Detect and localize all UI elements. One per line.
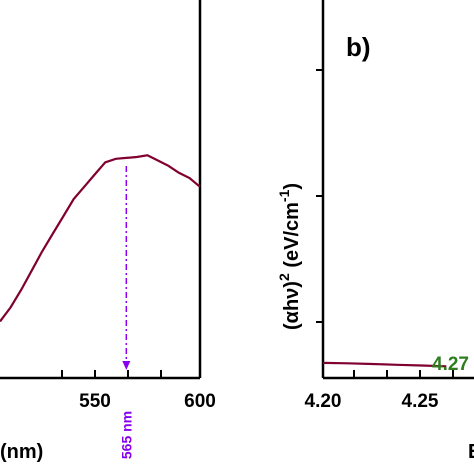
- peak-marker-arrowhead: [122, 361, 131, 370]
- panel-b-x-axis-title: E: [468, 441, 474, 463]
- ylabel-units: (eV/cm: [281, 202, 303, 273]
- panel-a-x-axis-title: (nm): [0, 441, 43, 463]
- panel-a: 550 600 (nm) 565 nm: [0, 0, 216, 463]
- ylabel-unit-exponent: -1: [276, 189, 292, 202]
- panel-a-spectrum-line: [0, 154, 201, 323]
- ylabel-base: (αhν): [281, 281, 303, 330]
- ylabel-exponent: 2: [276, 273, 292, 281]
- ylabel-close: ): [281, 183, 303, 190]
- panel-a-tick-label-600: 600: [184, 391, 216, 412]
- panel-label-b: b): [346, 32, 371, 62]
- panel-b-tick-label-4-25: 4.25: [402, 391, 439, 412]
- panel-b: 4.20 4.25 E b) (αhν)2 (eV/cm-1) 4.27: [276, 0, 474, 463]
- panel-b-plot-area: [322, 361, 447, 368]
- panel-b-tick-label-4-20: 4.20: [305, 391, 342, 412]
- panel-b-y-axis-title: (αhν)2 (eV/cm-1): [276, 183, 303, 330]
- peak-annotation-label: 565 nm: [118, 411, 134, 459]
- panel-a-tick-label-550: 550: [79, 391, 111, 412]
- panel-b-tauc-line: [322, 361, 447, 368]
- panel-a-plot-area: [0, 154, 201, 323]
- bandgap-annotation-label: 4.27: [432, 354, 469, 375]
